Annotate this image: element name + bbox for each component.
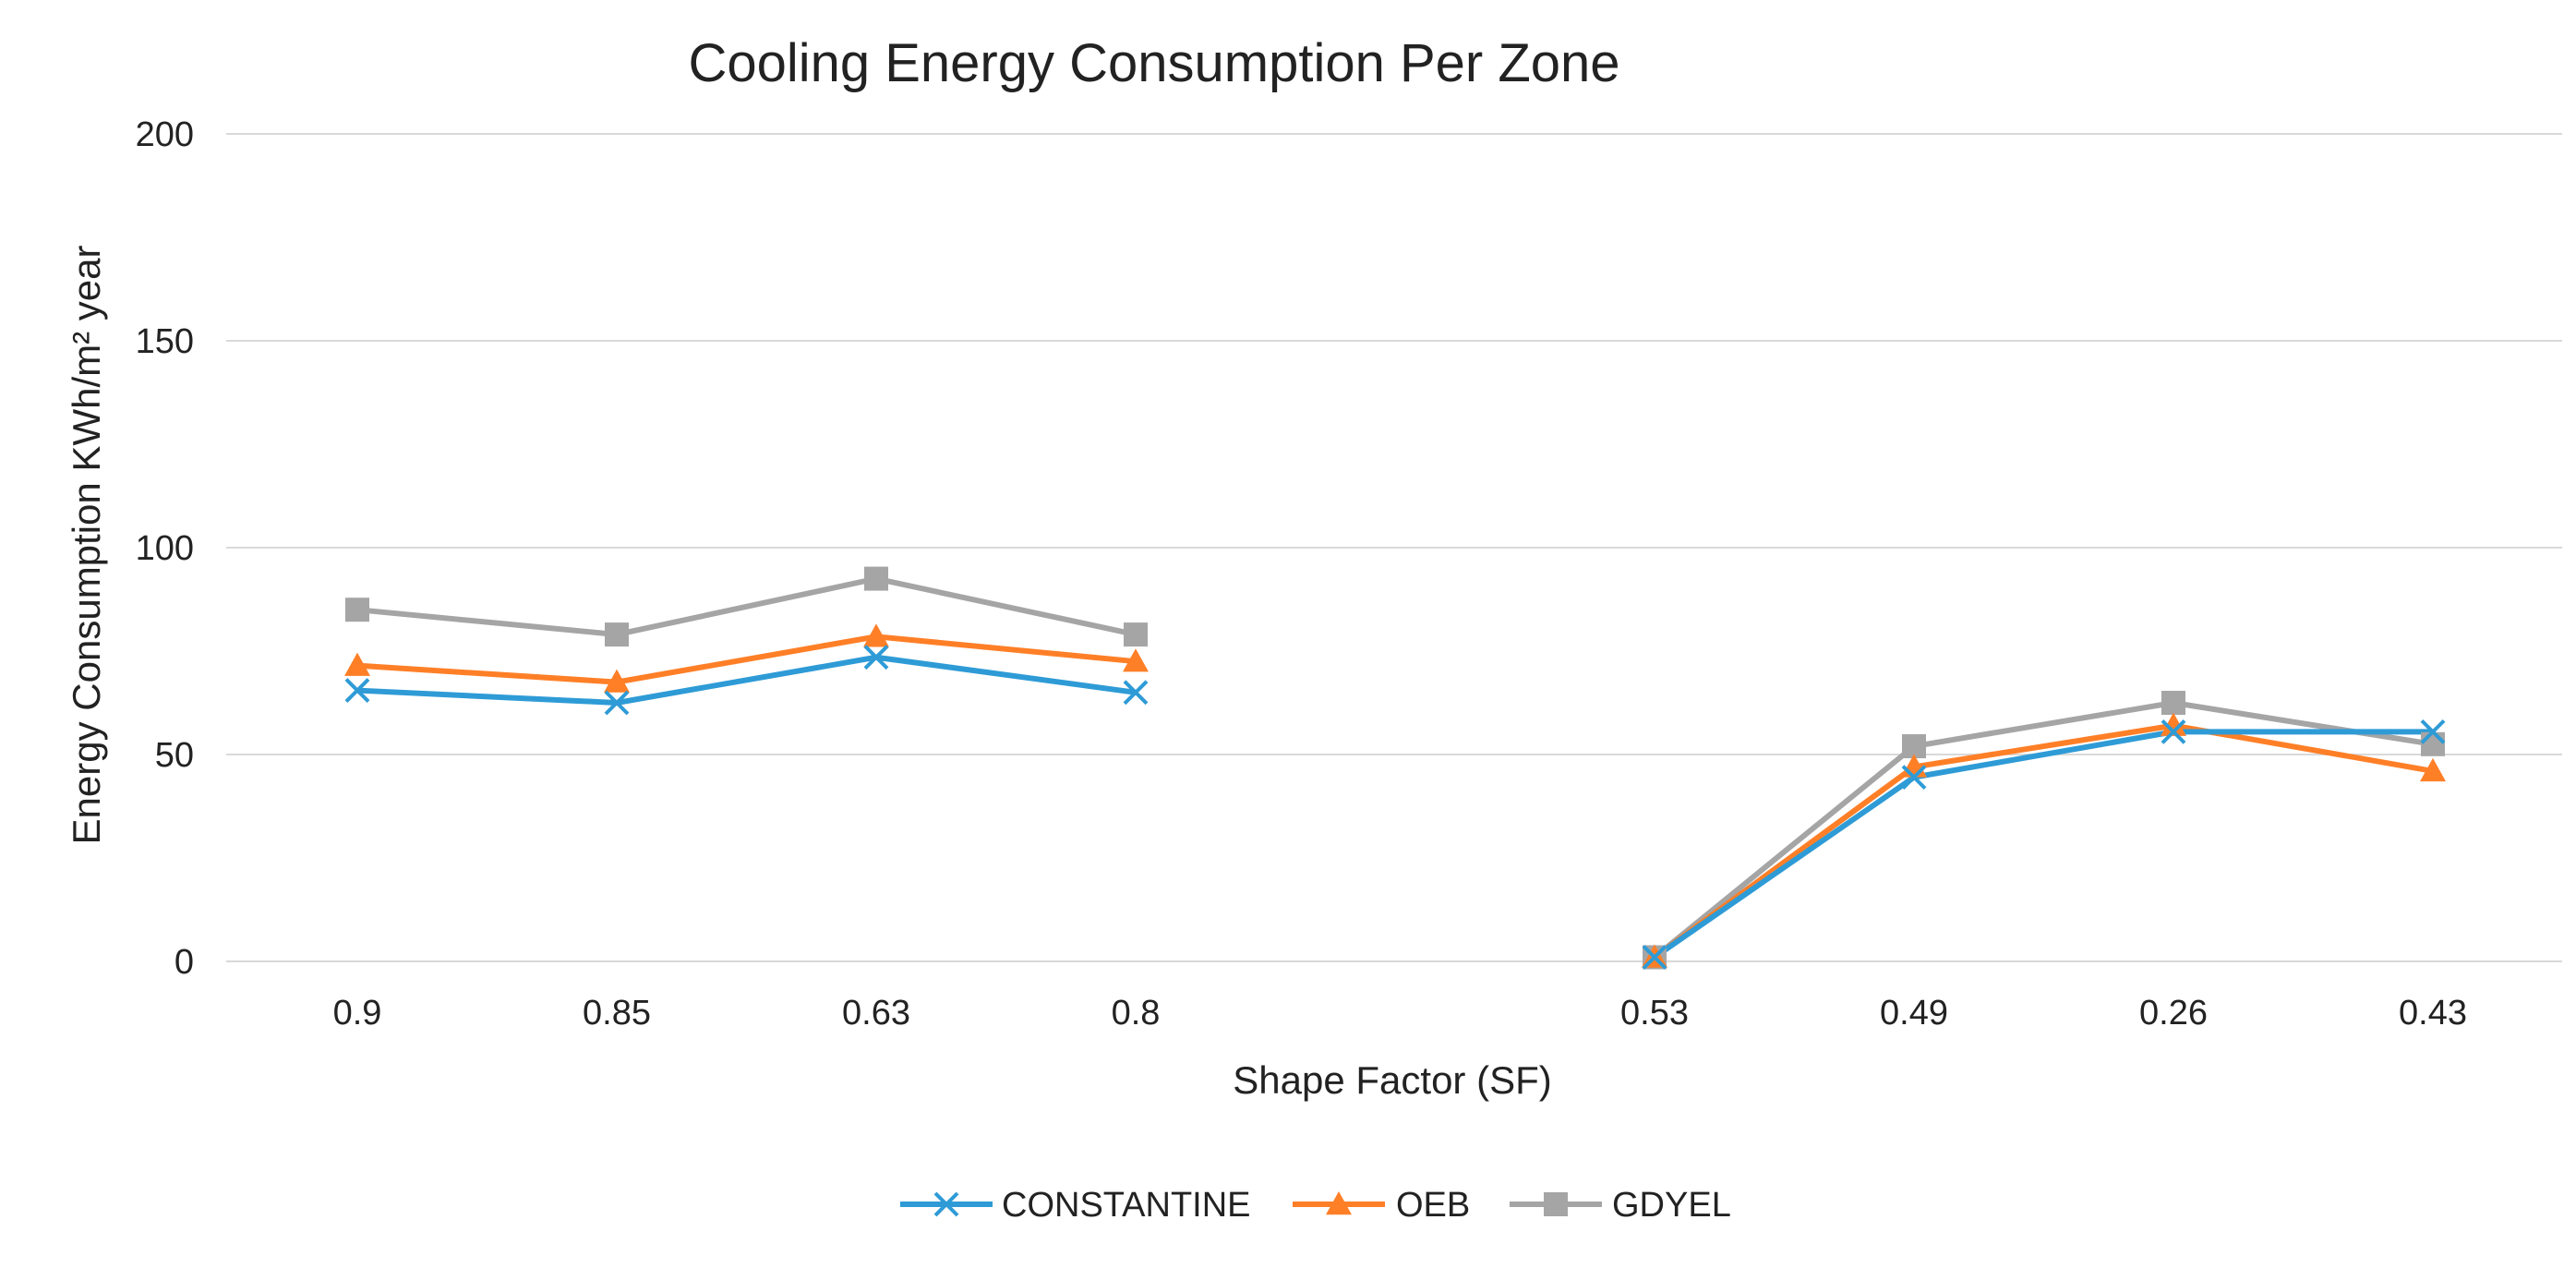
series-line-oeb-0 — [356, 634, 1137, 685]
series-markers — [344, 566, 2446, 970]
x-axis-ticks: 0.9 0.85 0.63 0.8 0.53 0.49 0.26 0.43 — [333, 994, 2467, 1033]
marker-gdyel-0 — [345, 598, 369, 622]
marker-constantine-8 — [2420, 719, 2446, 744]
x-tick-label-0.49: 0.49 — [1880, 994, 1948, 1033]
marker-gdyel-3 — [1124, 622, 1148, 647]
legend-marker-gdyel — [1544, 1192, 1568, 1216]
marker-gdyel-2 — [864, 566, 888, 591]
marker-constantine-7 — [2161, 719, 2186, 744]
marker-constantine-6 — [1901, 765, 1927, 791]
legend-label-gdyel: GDYEL — [1612, 1186, 1731, 1225]
marker-oeb-1 — [604, 669, 630, 693]
series-line-gdyel-0 — [356, 575, 1137, 638]
x-axis-title: Shape Factor (SF) — [1233, 1058, 1551, 1102]
marker-gdyel-1 — [605, 622, 629, 647]
x-tick-label-0.8: 0.8 — [1112, 994, 1161, 1033]
marker-constantine-0 — [344, 678, 370, 703]
marker-oeb-7 — [2161, 712, 2186, 736]
marker-constantine-1 — [604, 690, 630, 716]
x-tick-label-0.43: 0.43 — [2399, 994, 2467, 1033]
marker-gdyel-7 — [2161, 691, 2185, 715]
y-axis-ticks: 0 50 100 150 200 — [136, 115, 194, 982]
y-tick-label-100: 100 — [136, 529, 194, 568]
marker-constantine-3 — [1123, 680, 1149, 706]
series-line-oeb-1 — [1653, 722, 2434, 960]
legend-marker-oeb — [1326, 1191, 1352, 1215]
legend-marker-constantine — [933, 1191, 959, 1217]
series-lines — [356, 575, 2434, 960]
marker-constantine-5 — [1642, 945, 1667, 970]
series-line-constantine-0 — [356, 654, 1137, 706]
marker-constantine-2 — [863, 645, 889, 670]
legend: CONSTANTINE OEB GDYEL — [900, 1186, 1731, 1225]
x-tick-label-0.9: 0.9 — [333, 994, 382, 1033]
series-line-gdyel-1 — [1653, 700, 2434, 960]
y-tick-label-0: 0 — [175, 943, 194, 982]
legend-label-constantine: CONSTANTINE — [1002, 1186, 1251, 1225]
y-tick-label-200: 200 — [136, 115, 194, 154]
gridlines — [226, 133, 2562, 962]
marker-oeb-8 — [2420, 757, 2446, 782]
marker-gdyel-8 — [2421, 731, 2445, 756]
series-line-constantine-1 — [1653, 729, 2433, 960]
marker-oeb-0 — [344, 652, 370, 676]
marker-oeb-2 — [863, 623, 889, 647]
x-tick-label-0.26: 0.26 — [2139, 994, 2208, 1033]
chart-title: Cooling Energy Consumption Per Zone — [688, 33, 1619, 93]
y-tick-label-150: 150 — [136, 322, 194, 361]
y-tick-label-50: 50 — [155, 736, 194, 775]
legend-label-oeb: OEB — [1396, 1186, 1470, 1225]
x-tick-label-0.63: 0.63 — [842, 994, 910, 1033]
y-axis-title: Energy Consumption KWh/m² year — [65, 246, 108, 845]
marker-oeb-3 — [1123, 648, 1149, 672]
x-tick-label-0.53: 0.53 — [1620, 994, 1689, 1033]
x-tick-label-0.85: 0.85 — [583, 994, 651, 1033]
